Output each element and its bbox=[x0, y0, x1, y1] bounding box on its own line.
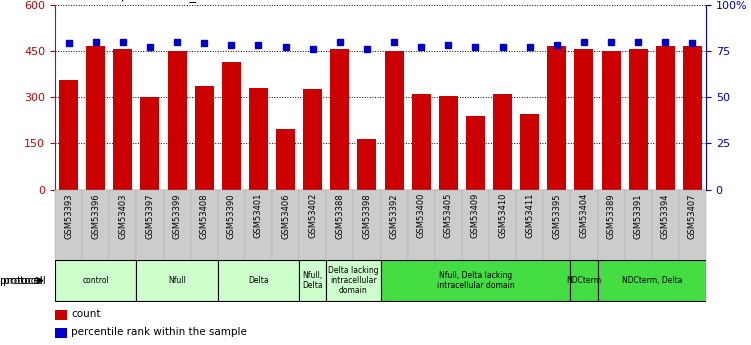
Text: GSM53397: GSM53397 bbox=[146, 193, 155, 239]
Text: NDCterm: NDCterm bbox=[566, 276, 602, 285]
FancyBboxPatch shape bbox=[462, 189, 489, 259]
FancyBboxPatch shape bbox=[326, 260, 381, 301]
Text: GSM53389: GSM53389 bbox=[607, 193, 616, 239]
Text: Nfull,
Delta: Nfull, Delta bbox=[303, 271, 323, 290]
FancyBboxPatch shape bbox=[326, 189, 354, 259]
FancyBboxPatch shape bbox=[354, 189, 381, 259]
Bar bbox=[59, 80, 78, 189]
FancyBboxPatch shape bbox=[381, 189, 408, 259]
Text: protocol: protocol bbox=[3, 276, 46, 286]
Text: Nfull: Nfull bbox=[168, 276, 186, 285]
Text: NDCterm, Delta: NDCterm, Delta bbox=[622, 276, 682, 285]
Bar bbox=[602, 51, 620, 189]
Text: GSM53401: GSM53401 bbox=[254, 193, 263, 238]
Bar bbox=[140, 97, 159, 189]
FancyBboxPatch shape bbox=[218, 260, 299, 301]
Bar bbox=[656, 46, 675, 189]
Bar bbox=[357, 139, 376, 189]
FancyBboxPatch shape bbox=[191, 189, 218, 259]
Text: GSM53395: GSM53395 bbox=[552, 193, 561, 238]
Text: GSM53396: GSM53396 bbox=[91, 193, 100, 239]
Text: GSM53410: GSM53410 bbox=[498, 193, 507, 238]
Text: GSM53394: GSM53394 bbox=[661, 193, 670, 238]
Text: GSM53393: GSM53393 bbox=[64, 193, 73, 239]
Text: GSM53390: GSM53390 bbox=[227, 193, 236, 238]
Text: protocol: protocol bbox=[0, 276, 43, 286]
Bar bbox=[55, 327, 67, 337]
FancyBboxPatch shape bbox=[679, 189, 706, 259]
Bar bbox=[249, 88, 268, 189]
FancyBboxPatch shape bbox=[435, 189, 462, 259]
FancyBboxPatch shape bbox=[598, 189, 625, 259]
Bar bbox=[113, 49, 132, 189]
Text: GSM53402: GSM53402 bbox=[308, 193, 317, 238]
Bar bbox=[86, 46, 105, 189]
FancyBboxPatch shape bbox=[299, 189, 326, 259]
Text: GSM53398: GSM53398 bbox=[363, 193, 372, 239]
Text: GSM53392: GSM53392 bbox=[390, 193, 399, 238]
Text: GSM53404: GSM53404 bbox=[580, 193, 589, 238]
FancyBboxPatch shape bbox=[245, 189, 272, 259]
Text: GDS1690 / 1635058_at: GDS1690 / 1635058_at bbox=[55, 0, 210, 2]
Bar bbox=[575, 49, 593, 189]
Text: control: control bbox=[83, 276, 109, 285]
Text: GSM53391: GSM53391 bbox=[634, 193, 643, 238]
Bar bbox=[439, 96, 458, 189]
Bar bbox=[276, 129, 295, 189]
FancyBboxPatch shape bbox=[570, 189, 598, 259]
FancyBboxPatch shape bbox=[55, 189, 82, 259]
Bar bbox=[520, 114, 539, 189]
Text: GSM53388: GSM53388 bbox=[335, 193, 344, 239]
FancyBboxPatch shape bbox=[272, 189, 299, 259]
Text: GSM53406: GSM53406 bbox=[281, 193, 290, 238]
Text: percentile rank within the sample: percentile rank within the sample bbox=[71, 327, 247, 337]
FancyBboxPatch shape bbox=[489, 189, 516, 259]
Bar bbox=[55, 309, 67, 319]
FancyBboxPatch shape bbox=[652, 189, 679, 259]
FancyBboxPatch shape bbox=[137, 189, 164, 259]
FancyBboxPatch shape bbox=[598, 260, 706, 301]
Bar bbox=[466, 116, 485, 189]
Text: GSM53403: GSM53403 bbox=[119, 193, 128, 238]
FancyBboxPatch shape bbox=[218, 189, 245, 259]
FancyBboxPatch shape bbox=[109, 189, 137, 259]
Text: Nfull, Delta lacking
intracellular domain: Nfull, Delta lacking intracellular domai… bbox=[436, 271, 514, 290]
Bar bbox=[683, 46, 702, 189]
Text: GSM53411: GSM53411 bbox=[525, 193, 534, 238]
Text: GSM53399: GSM53399 bbox=[173, 193, 182, 238]
Text: Delta: Delta bbox=[248, 276, 269, 285]
Text: GSM53409: GSM53409 bbox=[471, 193, 480, 238]
FancyBboxPatch shape bbox=[55, 260, 137, 301]
FancyBboxPatch shape bbox=[543, 189, 570, 259]
Text: GSM53405: GSM53405 bbox=[444, 193, 453, 238]
Text: count: count bbox=[71, 309, 101, 319]
Bar bbox=[385, 51, 403, 189]
Text: GSM53407: GSM53407 bbox=[688, 193, 697, 238]
FancyBboxPatch shape bbox=[299, 260, 326, 301]
Text: GSM53408: GSM53408 bbox=[200, 193, 209, 238]
FancyBboxPatch shape bbox=[137, 260, 218, 301]
FancyBboxPatch shape bbox=[570, 260, 598, 301]
FancyBboxPatch shape bbox=[625, 189, 652, 259]
Bar bbox=[629, 49, 647, 189]
FancyBboxPatch shape bbox=[408, 189, 435, 259]
Text: GSM53400: GSM53400 bbox=[417, 193, 426, 238]
Bar bbox=[547, 46, 566, 189]
Bar bbox=[303, 89, 322, 189]
Bar bbox=[222, 62, 241, 189]
Bar bbox=[195, 86, 214, 189]
Bar bbox=[412, 94, 430, 189]
FancyBboxPatch shape bbox=[381, 260, 570, 301]
FancyBboxPatch shape bbox=[82, 189, 109, 259]
Bar bbox=[167, 51, 186, 189]
FancyBboxPatch shape bbox=[516, 189, 543, 259]
Bar bbox=[493, 94, 512, 189]
Bar bbox=[330, 49, 349, 189]
FancyBboxPatch shape bbox=[164, 189, 191, 259]
Text: Delta lacking
intracellular
domain: Delta lacking intracellular domain bbox=[328, 266, 379, 295]
